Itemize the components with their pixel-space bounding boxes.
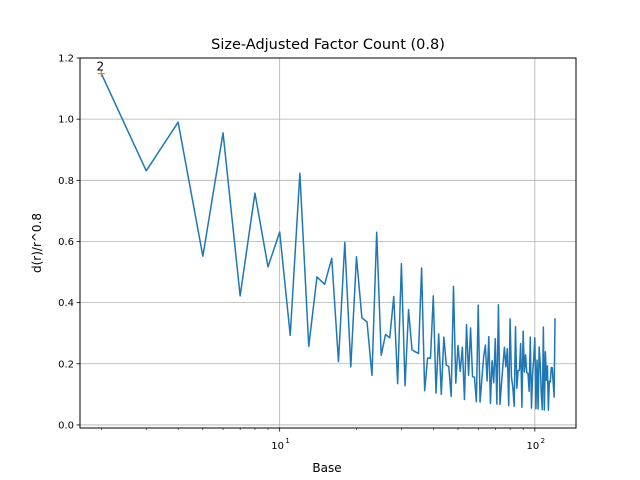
x-tick-label-exponent: 1 [285,437,289,445]
plot-area: 2 [96,60,556,412]
y-tick-label: 1.2 [58,54,74,65]
x-tick-label: 10 [271,441,284,452]
axis-ticks: 10 1 10 20.00.20.40.60.81.01.2 [58,54,545,453]
data-series-line [100,73,556,412]
chart-title: Size-Adjusted Factor Count (0.8) [211,37,445,53]
x-tick-label: 10 [526,441,539,452]
y-tick-label: 0.2 [58,359,74,370]
y-axis-label: d(r)/r^0.8 [30,213,44,273]
y-tick-label: 0.0 [58,420,74,431]
axes-frame [79,57,577,429]
y-tick-label: 1.0 [58,115,74,126]
y-tick-label: 0.8 [58,176,74,187]
y-tick-label: 0.4 [58,298,74,309]
point-annotation: 2 [96,60,104,74]
x-tick-label-exponent: 2 [541,437,545,445]
x-axis-label: Base [312,461,341,475]
y-tick-label: 0.6 [58,237,74,248]
